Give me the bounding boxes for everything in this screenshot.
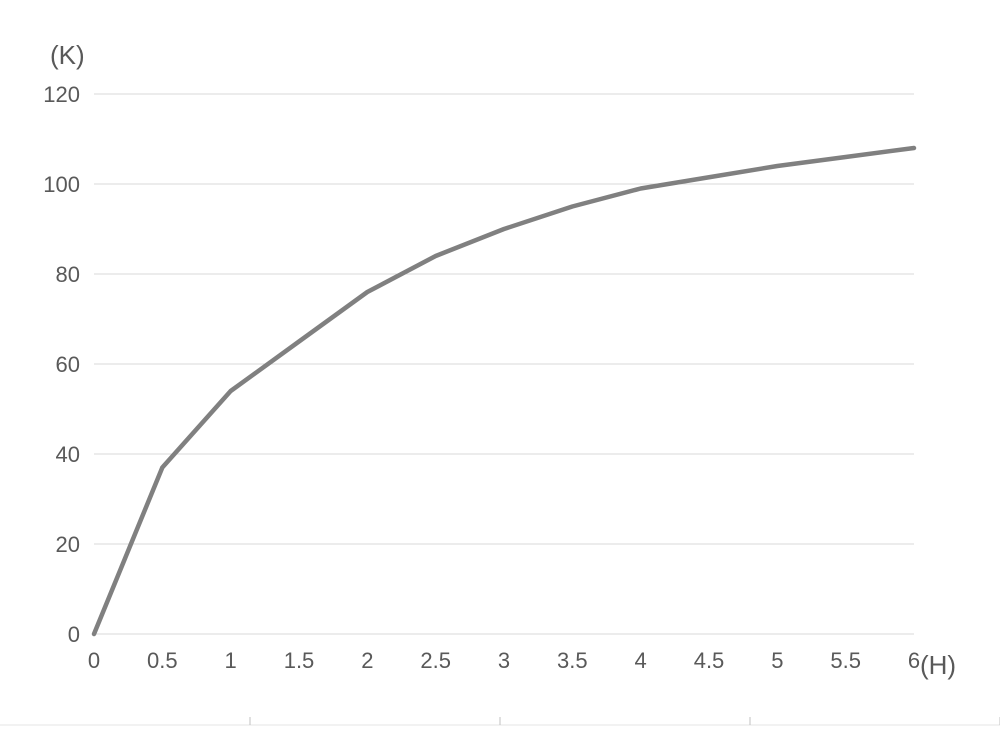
x-tick-label: 0	[88, 648, 100, 673]
x-tick-label: 3	[498, 648, 510, 673]
y-axis-unit-label: (K)	[50, 40, 85, 71]
x-tick-label: 2	[361, 648, 373, 673]
y-tick-label: 100	[43, 172, 80, 197]
y-tick-label: 20	[56, 532, 80, 557]
x-tick-label: 6	[908, 648, 920, 673]
x-tick-label: 3.5	[557, 648, 588, 673]
x-axis-unit-label: (H)	[920, 650, 956, 681]
x-tick-label: 5	[771, 648, 783, 673]
y-tick-label: 40	[56, 442, 80, 467]
x-tick-label: 1.5	[284, 648, 315, 673]
x-tick-label: 4.5	[694, 648, 725, 673]
x-tick-label: 0.5	[147, 648, 178, 673]
y-tick-label: 60	[56, 352, 80, 377]
x-tick-label: 1	[225, 648, 237, 673]
y-tick-label: 120	[43, 82, 80, 107]
x-tick-label: 2.5	[420, 648, 451, 673]
chart-svg: 0 20 40 60 80 100 120 0 0.5 1 1.5 2 2.5 3 3.5 4 4.5 5 5.5 6	[0, 0, 1000, 737]
chart-background	[0, 0, 1000, 737]
x-tick-label: 4	[635, 648, 647, 673]
y-tick-label: 0	[68, 622, 80, 647]
x-tick-label: 5.5	[830, 648, 861, 673]
chart-container: (K) (H) 0 20 40 60 80 100 120 0 0.5 1 1.5 2 2.5 3 3.5 4…	[0, 0, 1000, 737]
y-tick-label: 80	[56, 262, 80, 287]
